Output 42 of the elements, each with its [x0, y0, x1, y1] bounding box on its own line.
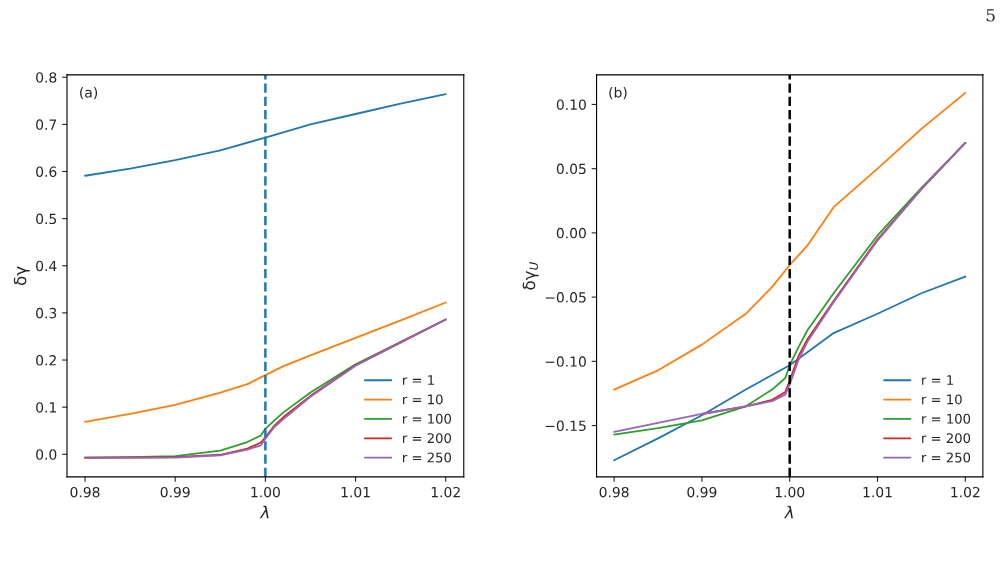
legend-label: r = 200 — [922, 433, 971, 444]
annotation: (b) — [609, 86, 627, 100]
y-tick-label: 0.00 — [556, 227, 586, 239]
legend-label: r = 250 — [922, 452, 971, 463]
annotation: (a) — [80, 86, 98, 100]
y-tick-label: 0.8 — [36, 72, 57, 83]
legend-label: r = 1 — [922, 375, 953, 385]
x-tick-label: 0.99 — [687, 486, 717, 498]
y-tick-label: −0.05 — [545, 292, 586, 303]
y-axis-title: δγ$_{U}$ — [522, 262, 539, 290]
y-tick-label: 0.3 — [36, 307, 57, 319]
legend-label: r = 100 — [403, 413, 452, 424]
x-tick-label: 0.99 — [160, 486, 190, 498]
text: 5 — [986, 9, 995, 22]
y-tick-label: 0.4 — [36, 260, 57, 272]
y-tick-label: 0.05 — [556, 163, 586, 175]
legend-label: r = 10 — [403, 394, 443, 405]
x-axis-title: λ — [784, 505, 793, 519]
x-tick-label: 1.00 — [251, 486, 280, 498]
y-tick-label: 0.6 — [36, 166, 57, 177]
y-tick-label: 0.5 — [36, 213, 57, 225]
x-tick-label: 0.98 — [70, 486, 100, 498]
legend-label: r = 1 — [403, 375, 434, 385]
x-tick-label: 1.02 — [951, 486, 980, 498]
y-tick-label: 0.10 — [556, 99, 586, 110]
x-axis-title: λ — [259, 505, 269, 519]
y-tick-label: 0.0 — [36, 449, 57, 460]
y-tick-label: 0.1 — [36, 402, 56, 413]
x-tick-label: 1.01 — [863, 486, 892, 498]
legend-label: r = 250 — [403, 452, 452, 463]
y-axis-title: δγ — [13, 266, 30, 286]
y-tick-label: 0.7 — [36, 119, 57, 130]
y-tick-label: −0.10 — [545, 356, 586, 367]
y-tick-label: 0.2 — [36, 355, 56, 366]
x-tick-label: 0.98 — [599, 486, 629, 498]
x-tick-label: 1.01 — [341, 486, 370, 498]
legend-label: r = 100 — [922, 413, 971, 424]
legend-label: r = 10 — [922, 394, 962, 405]
x-tick-label: 1.02 — [431, 486, 460, 498]
legend-label: r = 200 — [403, 433, 452, 444]
y-tick-label: −0.15 — [545, 420, 586, 432]
x-tick-label: 1.00 — [775, 486, 805, 498]
